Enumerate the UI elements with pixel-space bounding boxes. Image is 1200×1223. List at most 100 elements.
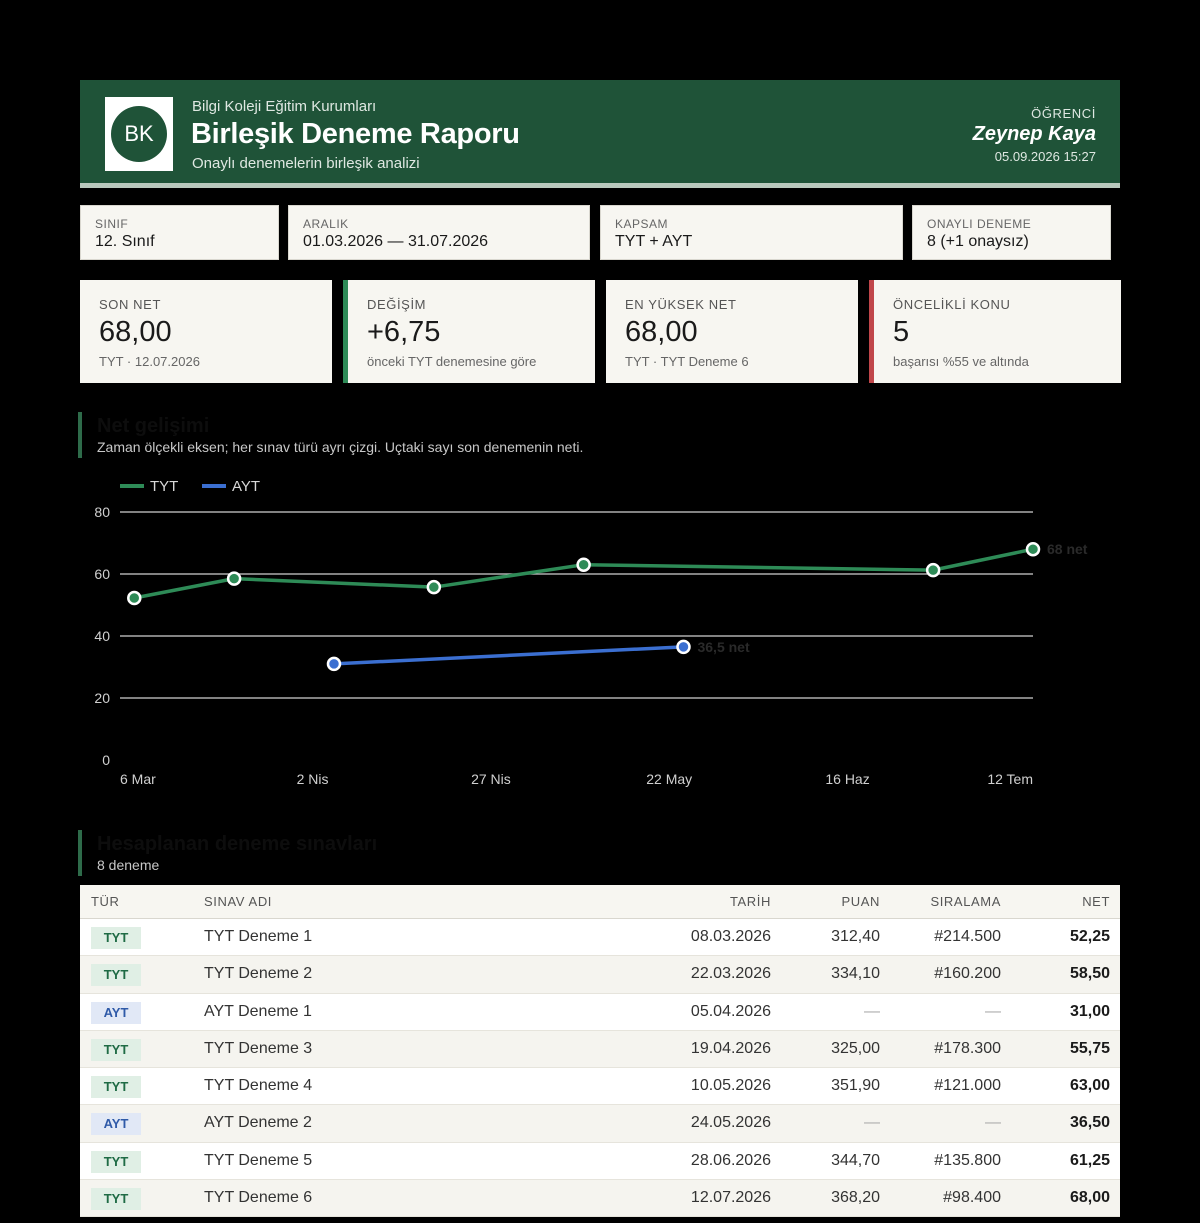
y-tick-label: 60: [94, 566, 110, 582]
cell-net: 61,25: [1069, 1151, 1110, 1169]
exam-type-badge: AYT: [91, 1001, 141, 1024]
net-progress-chart: 0 20 40 60 80 6 Mar 2 Nis 27 Nis 22 May 16 Haz 12 …: [94, 478, 1087, 787]
data-point-ayt: [676, 639, 691, 655]
cell-name: AYT Deneme 1: [204, 1002, 312, 1020]
stat-sub: önceki TYT denemesine göre: [367, 354, 537, 369]
stat-value: 68,00: [625, 316, 698, 348]
stat-value: +6,75: [367, 316, 441, 348]
table-row: AYT AYT Deneme 2 24.05.2026 — — 36,50: [80, 1105, 1120, 1143]
cell-type: TYT: [91, 1068, 141, 1105]
stat-label: SON NET: [99, 297, 161, 312]
cell-date: 12.07.2026: [690, 1189, 771, 1207]
cell-type: TYT: [91, 1180, 141, 1217]
end-label-ayt: 36,5 net: [697, 639, 749, 655]
meta-value: 12. Sınıf: [95, 233, 155, 250]
table-body: TYT TYT Deneme 1 08.03.2026 312,40 #214.500 5…: [80, 919, 1120, 1218]
logo-circle: BK: [111, 106, 167, 162]
y-tick-label: 80: [94, 504, 110, 520]
meta-value: 01.03.2026 — 31.07.2026: [303, 233, 489, 250]
exam-type-badge: TYT: [91, 1188, 141, 1211]
stat-sub: TYT · 12.07.2026: [99, 354, 200, 369]
cell-score: 334,10: [831, 965, 880, 983]
x-tick-label: 6 Mar: [120, 771, 156, 787]
stat-label: DEĞİŞİM: [367, 297, 427, 312]
cell-type: AYT: [91, 1105, 141, 1142]
cell-name: TYT Deneme 5: [204, 1151, 313, 1169]
cell-date: 19.04.2026: [690, 1039, 771, 1057]
cell-rank: #160.200: [934, 965, 1001, 983]
stat-sub: TYT · TYT Deneme 6: [625, 354, 749, 369]
cell-rank: —: [985, 1002, 1001, 1020]
cell-name: AYT Deneme 2: [204, 1114, 312, 1132]
meta-label: ARALIK: [303, 217, 349, 231]
cell-date: 05.04.2026: [690, 1002, 771, 1020]
cell-score: —: [864, 1114, 880, 1132]
student-label: ÖĞRENCİ: [1031, 106, 1096, 121]
cell-score: 344,70: [831, 1151, 880, 1169]
data-point-tyt: [127, 590, 142, 606]
header-type: TÜR: [91, 894, 120, 909]
meta-range: ARALIK 01.03.2026 — 31.07.2026: [288, 205, 590, 260]
legend-label-ayt: AYT: [232, 478, 260, 495]
cell-rank: —: [985, 1114, 1001, 1132]
page-title: Birleşik Deneme Raporu: [191, 118, 520, 150]
cell-net: 68,00: [1069, 1189, 1110, 1207]
stat-value: 5: [893, 316, 910, 348]
table-row: TYT TYT Deneme 2 22.03.2026 334,10 #160.200 5…: [80, 956, 1120, 994]
cell-date: 10.05.2026: [690, 1077, 771, 1095]
cell-name: TYT Deneme 1: [204, 928, 313, 945]
meta-value: 8 (+1 onaysız): [927, 233, 1029, 250]
header-rank: SIRALAMA: [930, 894, 1001, 909]
stat-value: 68,00: [99, 316, 172, 348]
cell-net: 58,50: [1069, 965, 1110, 983]
y-tick-label: 0: [102, 752, 110, 768]
table-row: TYT TYT Deneme 5 28.06.2026 344,70 #135.800 6…: [80, 1142, 1120, 1181]
stat-label: EN YÜKSEK NET: [625, 297, 737, 312]
x-tick-label: 12 Tem: [987, 771, 1033, 787]
y-tick-label: 40: [94, 628, 110, 644]
exam-type-badge: TYT: [91, 927, 141, 949]
cell-name: TYT Deneme 2: [204, 965, 313, 983]
cell-name: TYT Deneme 4: [204, 1077, 313, 1095]
cell-date: 22.03.2026: [690, 965, 771, 983]
section-accent-bar: [78, 412, 82, 458]
series-line-ayt: [333, 645, 684, 666]
cell-date: 08.03.2026: [690, 928, 771, 945]
header-date: TARİH: [729, 894, 771, 909]
data-point-tyt: [426, 579, 442, 595]
x-tick-label: 27 Nis: [471, 771, 511, 787]
cell-rank: #98.400: [943, 1189, 1001, 1207]
meta-label: ONAYLI DENEME: [927, 217, 1032, 231]
exam-table: TÜR SINAV ADI TARİH PUAN SIRALAMA NET TY…: [80, 885, 1120, 1218]
cell-type: TYT: [91, 956, 141, 993]
meta-scope: KAPSAM TYT + AYT: [600, 205, 903, 260]
meta-value: TYT + AYT: [615, 233, 693, 250]
table-section-subtitle: 8 deneme: [97, 857, 160, 873]
x-tick-label: 2 Nis: [297, 771, 329, 787]
cell-score: 312,40: [831, 928, 880, 945]
header-score: PUAN: [841, 894, 880, 909]
page-subtitle: Onaylı denemelerin birleşik analizi: [192, 155, 420, 172]
cell-type: TYT: [91, 1143, 141, 1180]
chart-section-subtitle: Zaman ölçekli eksen; her sınav türü ayrı…: [97, 439, 584, 455]
header-name: SINAV ADI: [204, 894, 273, 909]
data-point-ayt: [326, 656, 342, 672]
series-line-tyt: [133, 547, 1034, 600]
cell-type: AYT: [91, 994, 141, 1031]
meta-class: SINIF 12. Sınıf: [80, 205, 279, 260]
cell-type: TYT: [91, 919, 141, 956]
exam-type-badge: TYT: [91, 1076, 141, 1099]
cell-date: 24.05.2026: [690, 1114, 771, 1132]
table-row: TYT TYT Deneme 3 19.04.2026 325,00 #178.300 5…: [80, 1030, 1120, 1069]
table-row: AYT AYT Deneme 1 05.04.2026 — — 31,00: [80, 993, 1120, 1031]
legend-label-tyt: TYT: [150, 478, 178, 495]
cell-score: 325,00: [831, 1039, 880, 1057]
table-row: TYT TYT Deneme 1 08.03.2026 312,40 #214.500 5…: [80, 919, 1120, 957]
data-point-tyt: [226, 571, 242, 586]
cell-rank: #178.300: [934, 1039, 1001, 1057]
cell-date: 28.06.2026: [690, 1151, 771, 1169]
data-point-tyt: [576, 557, 591, 572]
table-row: TYT TYT Deneme 6 12.07.2026 368,20 #98.400 68…: [80, 1180, 1120, 1218]
organization-name: Bilgi Koleji Eğitim Kurumları: [192, 98, 377, 115]
data-point-tyt: [925, 562, 941, 578]
